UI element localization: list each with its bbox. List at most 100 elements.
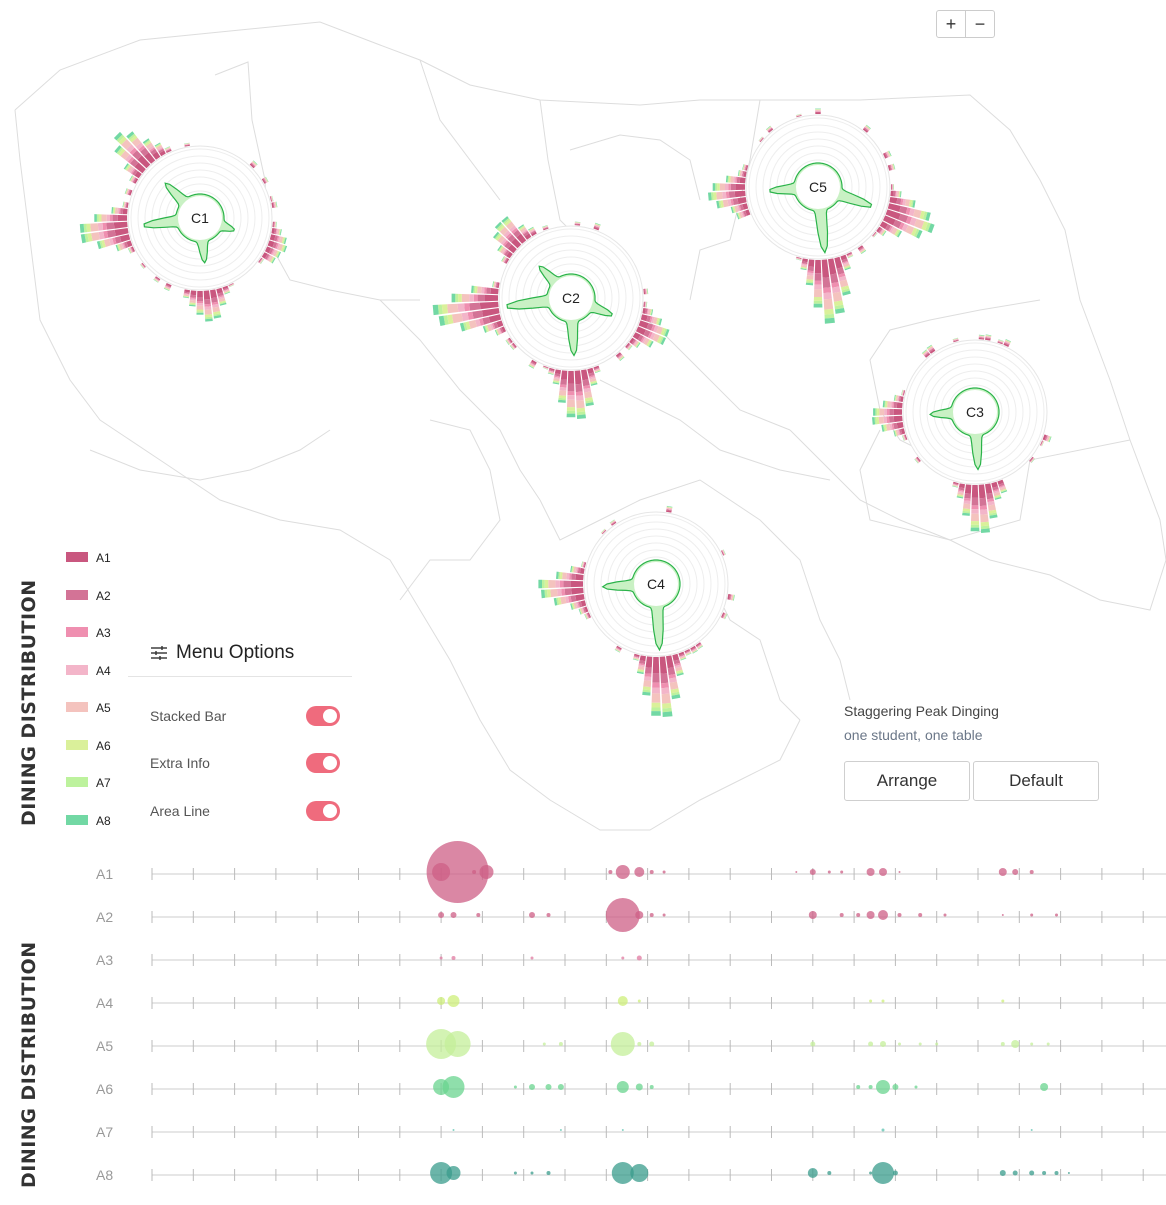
legend-item-a6: A6: [66, 739, 146, 756]
legend-label: A2: [96, 588, 111, 603]
bar-segment-a5: [999, 486, 1007, 491]
bar-segment-a5: [576, 400, 585, 409]
bar-segment-a8: [224, 291, 231, 295]
bottom-section-title: DINING DISTRIBUTION: [18, 941, 40, 1188]
bar-segment-a7: [952, 485, 958, 488]
bar-segment-a7: [883, 424, 886, 432]
bar-segment-a5: [274, 221, 276, 228]
bar-segment-a3: [652, 682, 660, 688]
bar-segment-a2: [575, 383, 583, 393]
bar-segment-a1: [828, 258, 837, 275]
bar-segment-a3: [905, 207, 911, 215]
canteen-glyph-c3[interactable]: C3: [872, 334, 1052, 533]
legend-swatch: [66, 589, 88, 600]
bar-segment-a4: [725, 183, 729, 191]
bar-segment-a4: [503, 230, 511, 238]
bar-segment-a8: [614, 649, 620, 653]
bar-segment-a5: [542, 367, 549, 370]
bar-segment-a3: [645, 288, 647, 295]
bar-segment-a4: [594, 225, 600, 228]
bar-segment-a4: [589, 376, 596, 380]
bar-segment-a8: [712, 183, 716, 191]
bar-segment-a3: [102, 222, 107, 231]
bar-segment-a5: [114, 207, 118, 214]
bar-segment-a7: [727, 175, 730, 183]
bar-segment-a5: [656, 326, 664, 335]
bar-segment-a4: [575, 602, 579, 609]
bar-segment-a6: [898, 191, 900, 198]
extra-info-toggle[interactable]: [306, 753, 340, 773]
bar-segment-a4: [165, 148, 171, 151]
bar-segment-a7: [910, 200, 914, 208]
bar-segment-a2: [523, 231, 530, 237]
bar-segment-a6: [952, 338, 959, 340]
bar-segment-a8: [494, 329, 498, 336]
zoom-out-button[interactable]: −: [965, 11, 994, 37]
bar-segment-a3: [895, 190, 897, 197]
bar-segment-a7: [758, 136, 763, 141]
bar-segment-a6: [901, 389, 904, 396]
scatter-point: [442, 1076, 465, 1098]
bar-segment-a5: [645, 301, 647, 308]
bar-segment-a1: [165, 283, 172, 287]
bar-segment-a7: [600, 528, 605, 533]
bar-segment-a6: [662, 703, 672, 709]
canteen-glyph-c4[interactable]: C4: [538, 505, 735, 717]
bar-segment-a5: [730, 176, 734, 183]
scatter-point: [432, 863, 451, 881]
bar-segment-a8: [205, 318, 213, 322]
bar-segment-a7: [922, 349, 927, 354]
bar-segment-a1: [1029, 456, 1034, 462]
bar-segment-a3: [885, 152, 889, 158]
bar-segment-a1: [889, 197, 898, 204]
bar-segment-a3: [997, 340, 1004, 343]
bar-segment-a5: [212, 306, 220, 313]
bar-segment-a8: [893, 163, 896, 170]
scatter-point: [866, 911, 875, 919]
bar-segment-a1: [587, 367, 594, 374]
scatter-point: [621, 1129, 624, 1131]
glyph-ring: [130, 148, 270, 288]
bar-segment-a3: [511, 227, 518, 234]
bar-segment-a7: [847, 255, 854, 258]
scatter-point: [898, 1042, 901, 1046]
bar-segment-a8: [978, 334, 985, 336]
zoom-in-button[interactable]: +: [945, 14, 957, 34]
bar-segment-a8: [542, 367, 548, 370]
bar-segment-a5: [739, 170, 742, 177]
arrange-button[interactable]: Arrange: [844, 761, 970, 801]
bar-segment-a3: [582, 607, 585, 614]
bar-segment-a6: [660, 327, 666, 336]
canteen-glyph-c1[interactable]: C1: [79, 131, 288, 322]
stacked-bar-toggle[interactable]: [306, 706, 340, 726]
scatter-point: [856, 913, 861, 917]
bar-segment-a4: [895, 191, 898, 197]
default-button[interactable]: Default: [973, 761, 1099, 801]
bar-segment-a1: [271, 228, 275, 234]
bar-segment-a3: [464, 303, 470, 312]
bar-segment-a5: [140, 263, 145, 269]
bar-segment-a2: [902, 390, 905, 396]
bar-segment-a1: [133, 178, 139, 184]
bar-segment-a4: [909, 208, 915, 217]
bar-segment-a7: [494, 233, 501, 240]
bar-segment-a5: [652, 333, 660, 342]
bar-segment-a1: [593, 365, 600, 369]
canteen-glyph-c5[interactable]: C5: [708, 108, 935, 324]
canteen-glyph-c2[interactable]: C2: [432, 216, 670, 419]
area-line-toggle[interactable]: [306, 801, 340, 821]
bar-segment-a4: [685, 651, 691, 655]
bar-segment-a4: [129, 167, 135, 174]
bar-segment-a4: [815, 110, 821, 112]
bar-segment-a4: [674, 664, 682, 669]
bar-segment-a4: [697, 644, 702, 648]
scatter-point: [810, 1041, 816, 1047]
bar-segment-a1: [695, 642, 701, 647]
row-label: A3: [96, 952, 113, 968]
bar-segment-a8: [552, 382, 560, 385]
bar-segment-a7: [116, 134, 125, 143]
bar-segment-a3: [196, 301, 204, 304]
bar-segment-a7: [882, 230, 886, 236]
bar-segment-a3: [576, 567, 579, 574]
